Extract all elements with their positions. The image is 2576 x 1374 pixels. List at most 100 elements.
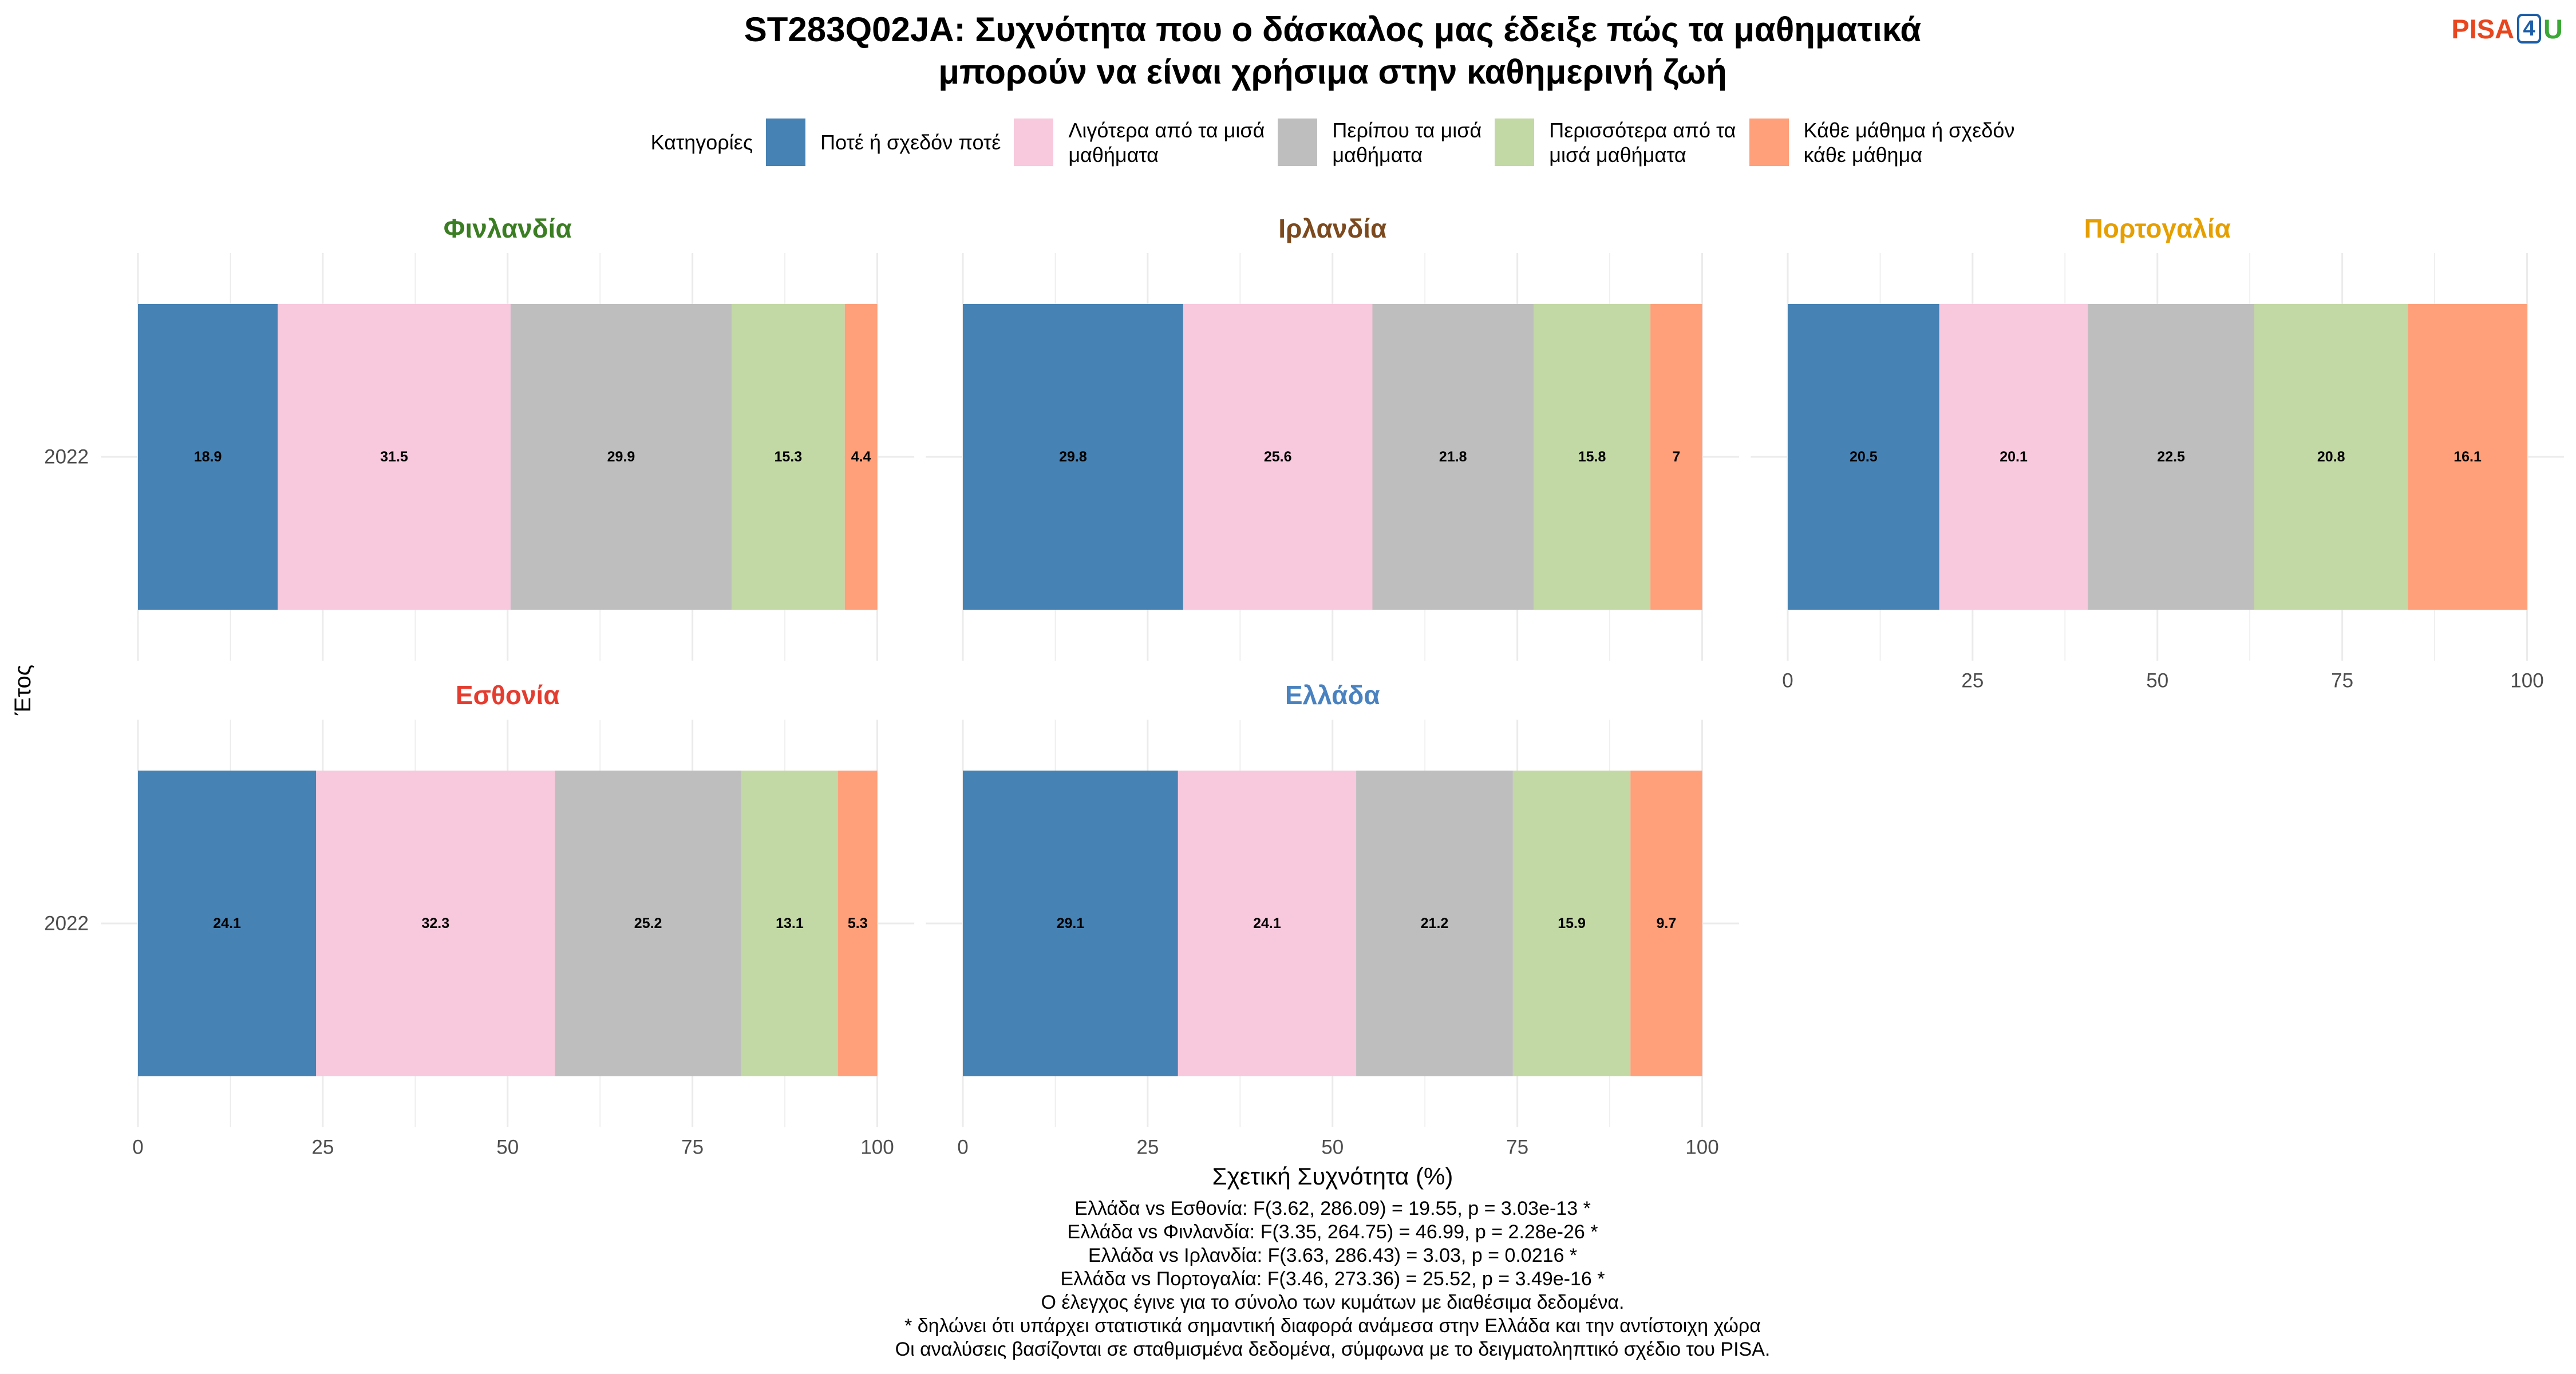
data-label: 15.3: [775, 449, 803, 465]
legend-swatch: [1495, 119, 1535, 166]
facet-panel: 18.9 31.5 29.9 15.3 4.4 Φινλανδία 2022: [44, 214, 915, 661]
facet-title: Φινλανδία: [444, 214, 572, 243]
data-label: 25.6: [1264, 449, 1292, 465]
facet-title: Εσθονία: [456, 680, 560, 710]
legend-swatch: [1278, 119, 1318, 166]
x-tick-label: 0: [957, 1136, 968, 1159]
bar-segment: [1183, 304, 1373, 610]
bar-segment: [138, 771, 317, 1076]
pisa4u-logo: PISA 4 U: [2451, 13, 2563, 45]
x-tick-label: 100: [860, 1136, 894, 1159]
legend-item: Λιγότερα από τα μισά μαθήματα: [1014, 118, 1265, 167]
legend-item: Περίπου τα μισά μαθήματα: [1278, 118, 1481, 167]
bar-segment: [1939, 304, 2088, 610]
data-label: 21.2: [1421, 915, 1449, 931]
y-tick-label: 2022: [44, 446, 89, 468]
data-label: 21.8: [1439, 449, 1467, 465]
x-tick-label: 25: [1961, 670, 1984, 692]
bar-segment: [963, 771, 1178, 1076]
legend-label: Λιγότερα από τα μισά μαθήματα: [1068, 118, 1265, 167]
x-tick-label: 25: [311, 1136, 334, 1159]
x-tick-label: 50: [1321, 1136, 1344, 1159]
x-tick-label: 25: [1136, 1136, 1159, 1159]
bar-segment: [732, 304, 845, 610]
bar-segment: [1650, 304, 1702, 610]
data-label: 29.8: [1059, 449, 1087, 465]
bar-segment: [1178, 771, 1357, 1076]
data-label: 4.4: [851, 449, 871, 465]
data-label: 20.5: [1850, 449, 1878, 465]
data-label: 18.9: [194, 449, 222, 465]
legend-label: Περίπου τα μισά μαθήματα: [1332, 118, 1482, 167]
data-label: 16.1: [2453, 449, 2482, 465]
x-tick-label: 50: [2146, 670, 2168, 692]
bar-segment: [963, 304, 1183, 610]
facet-panel: 24.1 32.3 25.2 13.1 5.3 Εσθονία 0 25 50 75 100 2022: [44, 680, 915, 1159]
bar-segment: [316, 771, 555, 1076]
data-label: 29.1: [1057, 915, 1085, 931]
facet-panel: 29.1 24.1 21.2 15.9 9.7 Ελλάδα 0 25 50 75 100: [926, 680, 1740, 1159]
data-label: 9.7: [1656, 915, 1676, 931]
legend-item: Ποτέ ή σχεδόν ποτέ: [766, 119, 1001, 166]
caption-line: Οι αναλύσεις βασίζονται σε σταθμισμένα δ…: [895, 1339, 1771, 1360]
y-tick-label: 2022: [44, 913, 89, 935]
bar-segment: [1630, 771, 1702, 1076]
bar-segment: [741, 771, 839, 1076]
x-tick-label: 50: [496, 1136, 519, 1159]
caption-line: Ελλάδα vs Φινλανδία: F(3.35, 264.75) = 4…: [1067, 1221, 1598, 1243]
x-tick-label: 0: [1782, 670, 1793, 692]
data-label: 7: [1672, 449, 1680, 465]
logo-text-pisa: PISA: [2451, 13, 2515, 44]
legend: Κατηγορίες Ποτέ ή σχεδόν ποτέ Λιγότερα α…: [101, 118, 2565, 167]
y-axis-title: Έτος: [10, 664, 35, 716]
caption-line: * δηλώνει ότι υπάρχει στατιστικά σημαντι…: [904, 1315, 1761, 1337]
data-label: 31.5: [380, 449, 408, 465]
logo-text-four: 4: [2517, 14, 2542, 44]
data-label: 5.3: [848, 915, 868, 931]
legend-label: Περισσότερα από τα μισά μαθήματα: [1549, 118, 1736, 167]
bar-segment: [278, 304, 511, 610]
x-tick-label: 0: [132, 1136, 143, 1159]
legend-item: Κάθε μάθημα ή σχεδόν κάθε μάθημα: [1749, 118, 2015, 167]
caption-line: Ο έλεγχος έγινε για το σύνολο των κυμάτω…: [1041, 1292, 1625, 1313]
x-axis-title: Σχετική Συχνότητα (%): [1212, 1163, 1453, 1190]
bar-segment: [1356, 771, 1513, 1076]
data-label: 15.9: [1558, 915, 1586, 931]
legend-label: Ποτέ ή σχεδόν ποτέ: [820, 131, 1001, 154]
data-label: 15.8: [1578, 449, 1606, 465]
bar-segment: [510, 304, 732, 610]
caption: Ελλάδα vs Εσθονία: F(3.62, 286.09) = 19.…: [101, 1197, 2565, 1361]
bar-segment: [2088, 304, 2254, 610]
bar-segment: [844, 304, 878, 610]
data-label: 22.5: [2157, 449, 2185, 465]
legend-swatch: [1749, 119, 1789, 166]
bar-segment: [2254, 304, 2408, 610]
facet-title: Ελλάδα: [1285, 680, 1380, 710]
caption-line: Ελλάδα vs Εσθονία: F(3.62, 286.09) = 19.…: [1074, 1198, 1591, 1219]
data-label: 25.2: [634, 915, 662, 931]
bar-segment: [1512, 771, 1631, 1076]
data-label: 24.1: [1253, 915, 1281, 931]
legend-swatch: [1014, 119, 1054, 166]
facet-panel: 29.8 25.6 21.8 15.8 7 Ιρλανδία: [926, 214, 1740, 661]
facet-panel: 20.5 20.1 22.5 20.8 16.1 Πορτογαλία 0 25 50 75 100: [1751, 214, 2565, 692]
legend-label: Κάθε μάθημα ή σχεδόν κάθε μάθημα: [1803, 118, 2015, 167]
bar-segment: [555, 771, 741, 1076]
x-tick-label: 100: [1685, 1136, 1718, 1159]
x-tick-label: 75: [1506, 1136, 1528, 1159]
legend-swatch: [766, 119, 806, 166]
caption-line: Ελλάδα vs Πορτογαλία: F(3.46, 273.36) = …: [1060, 1268, 1605, 1290]
bar-segment: [2408, 304, 2527, 610]
bar-segment: [138, 304, 278, 610]
data-label: 32.3: [421, 915, 449, 931]
x-tick-label: 75: [681, 1136, 704, 1159]
bar-segment: [1788, 304, 1939, 610]
logo-text-u: U: [2543, 13, 2563, 44]
legend-title: Κατηγορίες: [650, 130, 753, 154]
x-tick-label: 75: [2331, 670, 2353, 692]
facet-title: Πορτογαλία: [2084, 214, 2231, 243]
bar-segment: [1534, 304, 1651, 610]
data-label: 20.8: [2317, 449, 2345, 465]
